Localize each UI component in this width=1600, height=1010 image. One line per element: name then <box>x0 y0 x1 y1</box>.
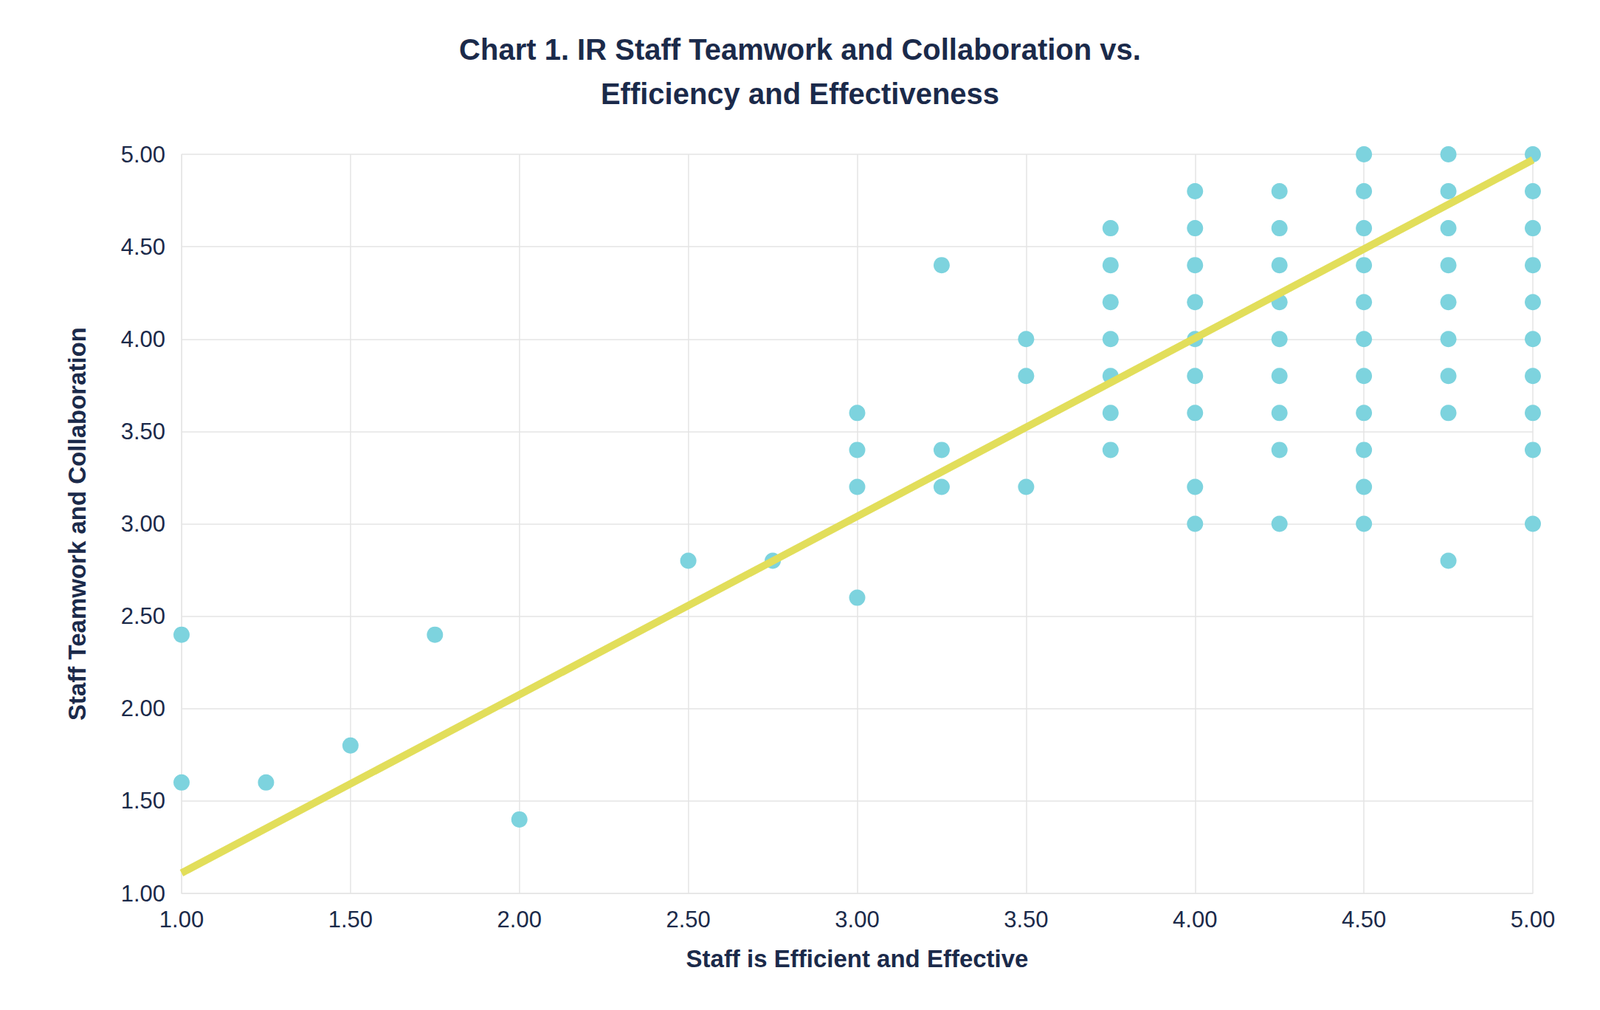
svg-text:Staff Teamwork and Collaborati: Staff Teamwork and Collaboration <box>63 326 91 721</box>
svg-text:1.50: 1.50 <box>121 787 166 814</box>
svg-text:3.50: 3.50 <box>1003 906 1048 933</box>
svg-text:3.50: 3.50 <box>121 418 166 445</box>
svg-text:5.00: 5.00 <box>1510 906 1555 933</box>
svg-text:4.00: 4.00 <box>121 326 166 353</box>
svg-text:2.50: 2.50 <box>121 602 166 629</box>
svg-text:1.50: 1.50 <box>328 906 373 933</box>
svg-text:3.00: 3.00 <box>834 906 879 933</box>
svg-text:1.00: 1.00 <box>159 906 204 933</box>
svg-text:5.00: 5.00 <box>121 141 166 168</box>
svg-text:4.50: 4.50 <box>1341 906 1386 933</box>
svg-text:2.00: 2.00 <box>121 695 166 722</box>
svg-text:2.00: 2.00 <box>497 906 542 933</box>
svg-text:4.00: 4.00 <box>1172 906 1217 933</box>
svg-text:4.50: 4.50 <box>121 233 166 260</box>
svg-text:Chart 1. IR Staff Teamwork and: Chart 1. IR Staff Teamwork and Collabora… <box>459 33 1141 66</box>
svg-text:Staff is Efficient and Effecti: Staff is Efficient and Effective <box>686 944 1029 972</box>
svg-text:2.50: 2.50 <box>665 906 710 933</box>
svg-text:3.00: 3.00 <box>121 510 166 537</box>
svg-text:Efficiency and Effectiveness: Efficiency and Effectiveness <box>600 77 1000 110</box>
svg-text:1.00: 1.00 <box>121 880 166 907</box>
